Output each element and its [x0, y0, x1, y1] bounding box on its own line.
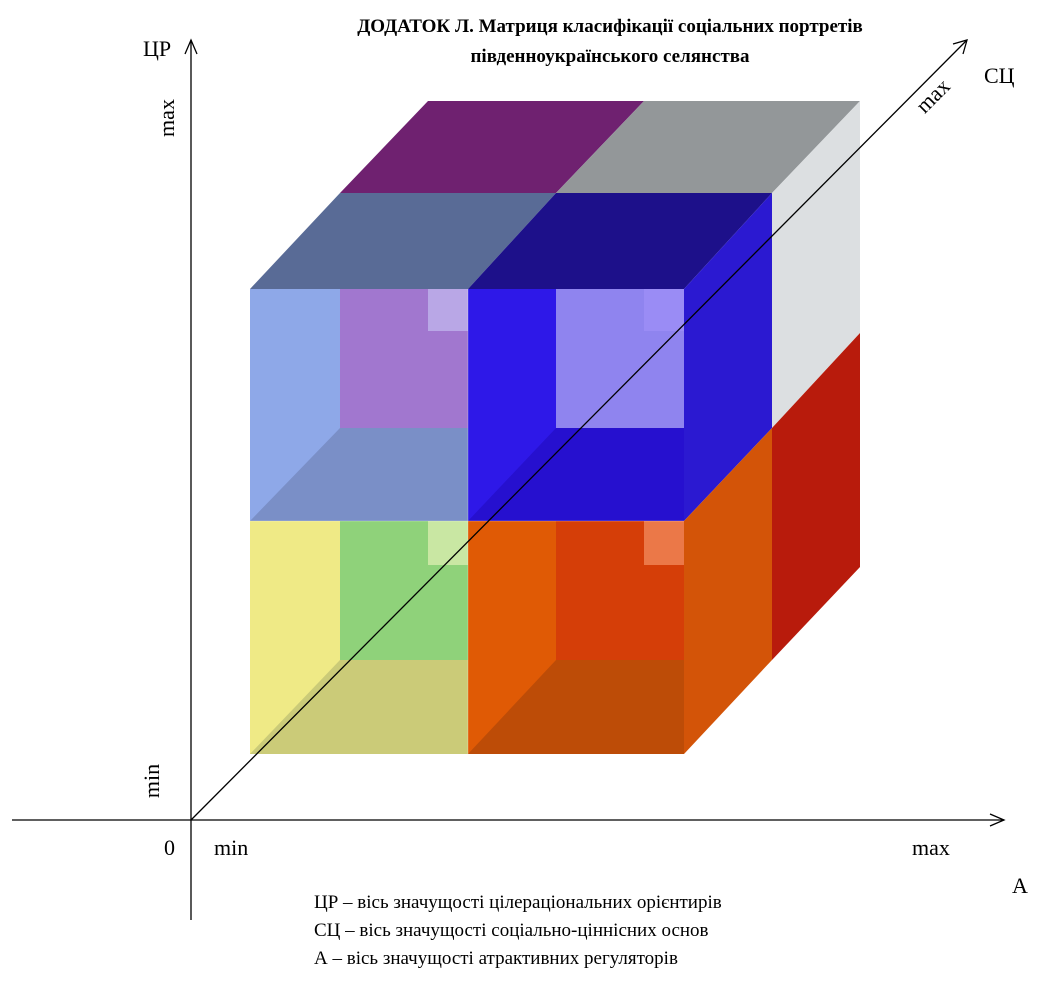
inner-corner-lower-right — [644, 521, 684, 565]
horizontal-axis-min-label: min — [214, 835, 248, 860]
horizontal-axis-max-label: max — [912, 835, 950, 860]
depth-axis-name: СЦ — [984, 63, 1015, 88]
right-face-back-upper — [772, 101, 860, 428]
legend-item-vertical: ЦР – вісь значущості цілераціональних ор… — [314, 892, 722, 913]
vertical-axis-min-label: min — [139, 764, 164, 798]
top-face-back-right — [556, 101, 860, 193]
axes — [12, 38, 1006, 920]
inner-corner-upper-right — [644, 289, 684, 331]
depth-axis-max-label: max — [910, 73, 954, 117]
right-face-front-lower — [684, 428, 772, 754]
right-face-back-lower — [772, 333, 860, 660]
horizontal-axis-name: А — [1012, 873, 1028, 898]
inner-floor-lower-right — [468, 660, 684, 754]
origin-label: 0 — [164, 835, 175, 860]
top-face-front-right — [468, 193, 772, 289]
vertical-axis-max-label: max — [154, 99, 179, 137]
depth-axis-arrowhead — [952, 39, 968, 55]
legend-item-depth: СЦ – вісь значущості соціально-ціннісних… — [314, 920, 709, 941]
top-face-front-left — [250, 193, 556, 289]
inner-floor-upper-right — [468, 428, 684, 521]
horizontal-axis-arrowhead — [989, 813, 1006, 827]
top-face-back-left — [340, 101, 644, 193]
inner-floor-upper-left — [250, 428, 468, 521]
title-line-1: ДОДАТОК Л. Матриця класифікації соціальн… — [357, 16, 863, 37]
title-line-2: південноукраїнського селянства — [470, 46, 750, 67]
legend: ЦР – вісь значущості цілераціональних ор… — [314, 892, 722, 969]
depth-axis — [190, 39, 968, 821]
inner-corner-lower-left — [428, 521, 468, 565]
cube — [250, 101, 860, 754]
vertical-axis-arrowhead — [184, 38, 198, 55]
right-face-front-upper — [684, 193, 772, 521]
inner-corner-upper-left — [428, 289, 468, 331]
legend-item-horizontal: А – вісь значущості атрактивних регулято… — [314, 948, 678, 969]
vertical-axis-name: ЦР — [143, 36, 171, 61]
inner-floor-lower-left — [250, 660, 468, 754]
